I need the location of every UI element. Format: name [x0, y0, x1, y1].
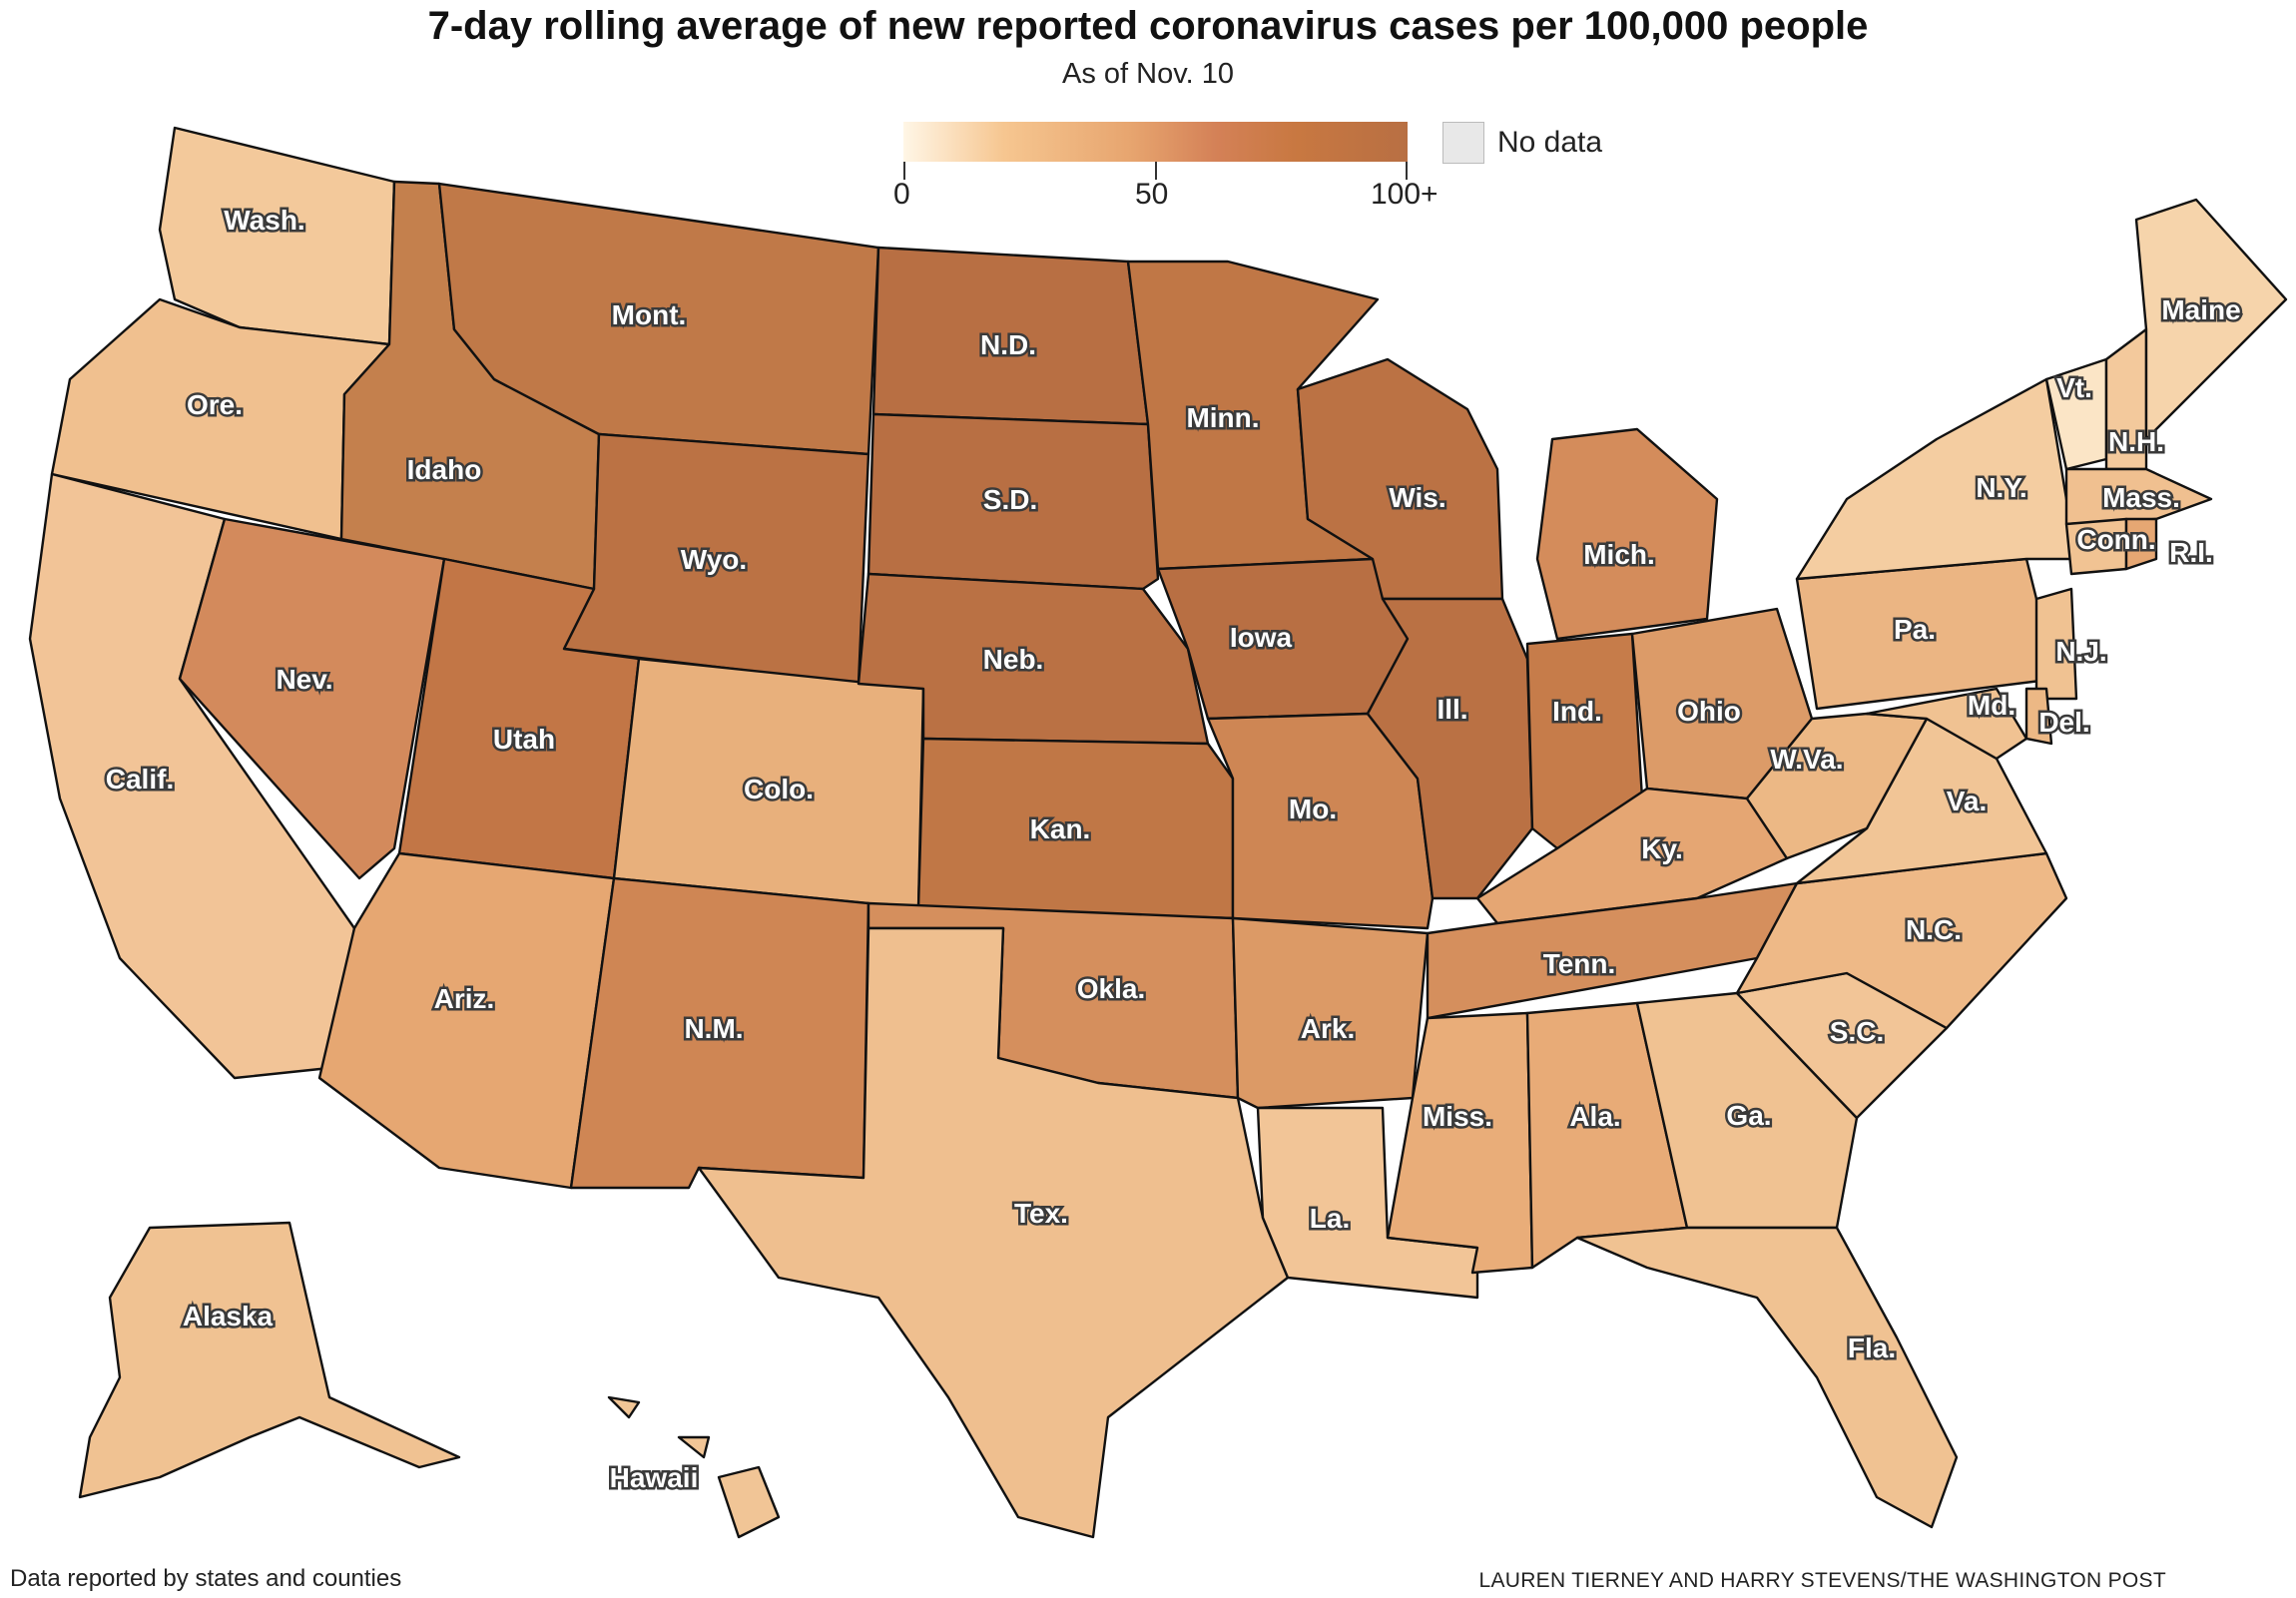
state-shape-nj [2034, 587, 2078, 701]
us-map: Wash. Ore. Calif. Nev. Idaho Mont. Wyo. … [28, 126, 2288, 1539]
state-shape-hawaii [607, 1395, 781, 1539]
state-label-ind: Ind. [1552, 696, 1602, 727]
state-label-mich: Mich. [1583, 539, 1655, 570]
state-label-ore: Ore. [187, 389, 243, 420]
state-shape-fla [1575, 1226, 1959, 1529]
state-shape-sd [866, 412, 1160, 591]
state-shape-ny [1795, 377, 2078, 581]
state-label-kan: Kan. [1030, 813, 1091, 844]
state-label-idaho: Idaho [407, 454, 482, 485]
state-label-wis: Wis. [1389, 482, 1445, 513]
state-label-va: Va. [1947, 786, 1987, 816]
state-label-md: Md. [1968, 690, 2015, 721]
state-label-neb: Neb. [983, 644, 1044, 675]
state-label-ri: R.I. [2169, 537, 2213, 568]
state-shape-ill [1366, 597, 1534, 900]
state-label-ala: Ala. [1569, 1101, 1620, 1132]
state-label-ga: Ga. [1726, 1100, 1771, 1131]
state-label-del: Del. [2038, 707, 2089, 738]
state-label-ny: N.Y. [1976, 472, 2026, 503]
state-label-ill: Ill. [1436, 694, 1467, 725]
legend-tick-label: 100+ [1371, 178, 1438, 211]
state-label-calif: Calif. [106, 764, 174, 795]
state-label-okla: Okla. [1077, 973, 1145, 1004]
state-label-mass: Mass. [2102, 482, 2180, 513]
state-label-maine: Maine [2161, 294, 2240, 325]
state-label-nm: N.M. [684, 1013, 743, 1044]
state-label-nj: N.J. [2055, 636, 2106, 667]
state-label-alaska: Alaska [183, 1301, 274, 1332]
state-shape-ark [1231, 916, 1430, 1110]
state-label-conn: Conn. [2076, 524, 2155, 555]
state-label-nd: N.D. [980, 329, 1036, 360]
state-shape-maine [2134, 198, 2288, 441]
state-label-iowa: Iowa [1230, 622, 1293, 653]
state-label-sd: S.D. [983, 484, 1037, 515]
state-label-hawaii: Hawaii [610, 1462, 699, 1493]
state-label-wva: W.Va. [1770, 744, 1843, 775]
source-note: Data reported by states and counties [10, 1565, 402, 1592]
legend-tick-label: 50 [1135, 178, 1169, 211]
legend-tick-mark [903, 162, 905, 180]
state-shape-mich [1535, 427, 1719, 641]
state-label-tenn: Tenn. [1543, 948, 1616, 979]
state-shape-md [1865, 687, 2028, 761]
state-shape-tex [697, 926, 1290, 1539]
state-label-ariz: Ariz. [434, 983, 495, 1014]
state-label-vt: Vt. [2056, 372, 2092, 403]
no-data-label: No data [1497, 126, 1603, 159]
state-shape-del [2024, 687, 2053, 746]
state-label-tex: Tex. [1014, 1198, 1068, 1229]
state-label-colo: Colo. [744, 774, 814, 804]
state-label-mo: Mo. [1289, 794, 1337, 824]
state-label-utah: Utah [493, 724, 555, 755]
no-data-swatch [1442, 122, 1484, 164]
state-label-minn: Minn. [1186, 402, 1259, 433]
state-shape-alaska [78, 1221, 461, 1499]
legend-tick-label: 0 [893, 178, 910, 211]
state-label-wyo: Wyo. [681, 544, 747, 575]
state-shape-mass [2064, 467, 2213, 526]
legend-gradient-bar [903, 122, 1408, 162]
state-label-mont: Mont. [612, 299, 687, 330]
credit-line: LAUREN TIERNEY AND HARRY STEVENS/THE WAS… [1478, 1569, 2166, 1592]
legend-tick-mark [1406, 162, 1408, 180]
chart-title: 7-day rolling average of new reported co… [427, 4, 1869, 48]
state-label-pa: Pa. [1894, 614, 1936, 645]
state-label-ohio: Ohio [1677, 696, 1741, 727]
state-label-ark: Ark. [1301, 1013, 1355, 1044]
state-shape-ariz [317, 851, 616, 1190]
legend-tick-mark [1155, 162, 1157, 180]
state-label-nc: N.C. [1906, 914, 1962, 945]
state-label-la: La. [1310, 1203, 1350, 1234]
state-shape-ga [1635, 991, 1859, 1230]
state-label-nev: Nev. [276, 664, 332, 695]
state-label-sc: S.C. [1830, 1016, 1884, 1047]
state-label-miss: Miss. [1423, 1101, 1492, 1132]
state-label-ky: Ky. [1641, 833, 1683, 864]
state-label-wash: Wash. [224, 205, 304, 236]
state-label-nh: N.H. [2108, 426, 2164, 457]
color-legend: 0 50 100+ No data [893, 120, 1602, 220]
state-label-fla: Fla. [1848, 1332, 1896, 1363]
chart-subtitle: As of Nov. 10 [1062, 58, 1234, 90]
state-shape-ri [2124, 517, 2158, 571]
